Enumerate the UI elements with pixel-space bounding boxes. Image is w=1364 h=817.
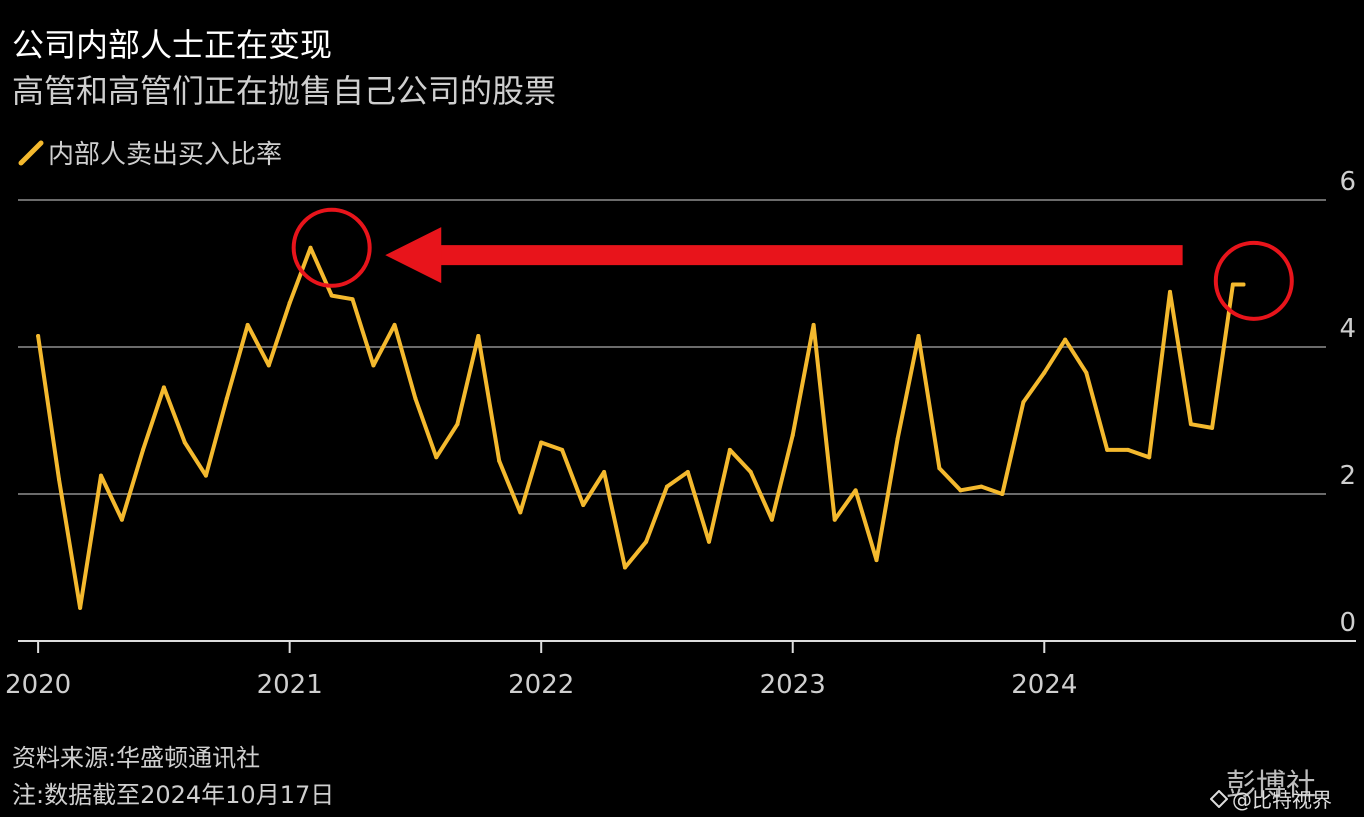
data-point — [622, 565, 627, 570]
chart-title: 公司内部人士正在变现 — [12, 26, 333, 64]
data-point — [560, 447, 565, 452]
brand-logo: 彭博社 — [1226, 768, 1316, 803]
data-point — [1188, 422, 1193, 427]
chart-subtitle: 高管和高管们正在抛售自己公司的股票 — [12, 72, 557, 110]
y-tick-label: 2 — [1339, 461, 1356, 491]
data-point — [1084, 370, 1089, 375]
data-point — [161, 385, 166, 390]
data-point — [602, 469, 607, 474]
data-point — [958, 488, 963, 493]
grid-layer — [18, 199, 1326, 495]
data-point — [57, 477, 62, 482]
data-point — [811, 322, 816, 327]
source-note: 资料来源:华盛顿通讯社 — [12, 744, 261, 772]
data-point — [392, 322, 397, 327]
x-tick-label: 2022 — [508, 670, 574, 700]
data-point — [1126, 447, 1131, 452]
data-point — [518, 510, 523, 515]
x-tick-label: 2023 — [760, 670, 826, 700]
data-point — [1241, 282, 1246, 287]
data-point — [141, 447, 146, 452]
data-point — [581, 503, 586, 508]
data-point — [727, 447, 732, 452]
data-point — [497, 458, 502, 463]
data-point — [203, 473, 208, 478]
data-point — [36, 333, 41, 338]
y-tick-label: 6 — [1339, 167, 1356, 197]
data-point — [644, 539, 649, 544]
data-point — [1210, 425, 1215, 430]
highlight-circle — [1213, 240, 1294, 321]
data-point — [706, 539, 711, 544]
data-point — [1042, 370, 1047, 375]
annotation-layer — [291, 207, 1294, 321]
diamond-icon — [1210, 789, 1228, 808]
y-tick-label: 4 — [1339, 314, 1356, 344]
data-point — [979, 484, 984, 489]
watermark-text: @比特视界 — [1232, 788, 1332, 812]
date-note: 注:数据截至2024年10月17日 — [12, 781, 335, 809]
arrow-head — [385, 227, 442, 284]
data-point — [1147, 455, 1152, 460]
data-point — [1230, 282, 1235, 287]
data-point — [1021, 400, 1026, 405]
axis-layer: 0 2 4 6 2020 2021 2022 2023 2024 — [5, 167, 1356, 700]
data-point — [832, 517, 837, 522]
data-point — [769, 517, 774, 522]
data-point — [539, 440, 544, 445]
data-point — [790, 433, 795, 438]
data-point — [476, 333, 481, 338]
legend: 内部人卖出买入比率 — [18, 134, 282, 171]
arrow-shaft — [435, 245, 1183, 266]
data-point — [329, 293, 334, 298]
series-layer — [36, 245, 1246, 610]
data-point — [455, 422, 460, 427]
x-tick-label: 2024 — [1011, 670, 1077, 700]
data-point — [916, 333, 921, 338]
data-point — [1105, 447, 1110, 452]
data-point — [119, 517, 124, 522]
watermark: @比特视界 — [1210, 784, 1332, 813]
data-point — [224, 396, 229, 401]
data-point — [308, 245, 313, 250]
data-point — [99, 473, 104, 478]
data-point — [1000, 492, 1005, 496]
data-point — [1168, 289, 1173, 294]
x-tick-label: 2020 — [5, 670, 71, 700]
data-point — [182, 440, 187, 445]
data-point — [874, 558, 879, 563]
data-point — [937, 466, 942, 471]
data-point — [853, 488, 858, 493]
data-point — [434, 455, 439, 460]
data-point — [350, 297, 355, 302]
y-tick-label: 0 — [1339, 608, 1356, 638]
x-tick-label: 2021 — [257, 670, 323, 700]
legend-line-icon — [18, 140, 44, 166]
data-point — [664, 484, 669, 489]
data-point — [245, 322, 250, 327]
data-point — [266, 363, 271, 368]
data-point — [1063, 337, 1068, 342]
data-point — [895, 436, 900, 441]
legend-label: 内部人卖出买入比率 — [48, 140, 283, 170]
highlight-circle — [291, 207, 372, 288]
data-point — [685, 469, 690, 474]
data-point — [371, 363, 376, 368]
data-point — [413, 396, 418, 401]
data-point — [287, 300, 292, 305]
data-point — [748, 469, 753, 474]
data-point — [78, 605, 83, 610]
series-line — [36, 245, 1246, 610]
